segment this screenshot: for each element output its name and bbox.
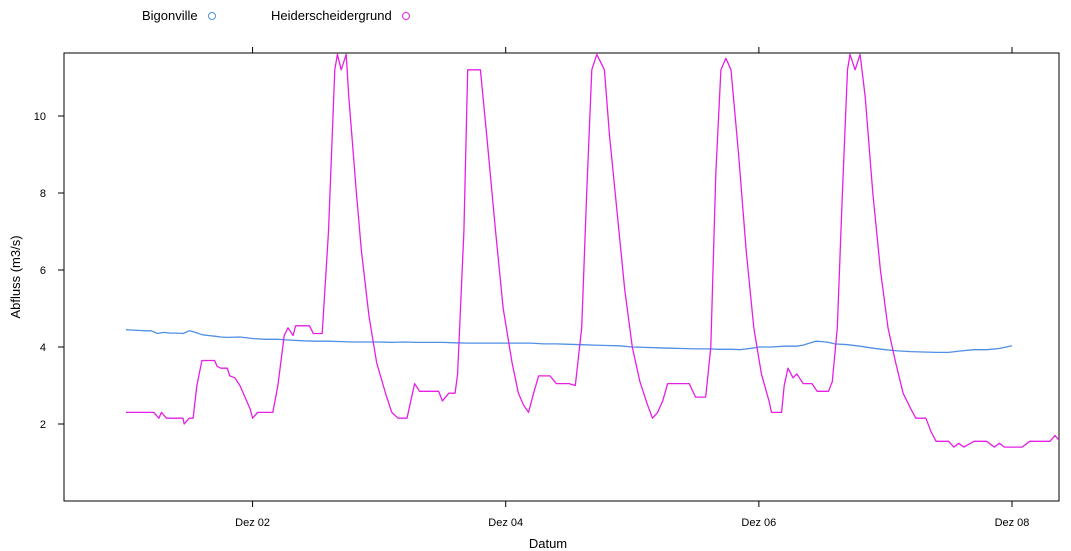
x-tick-label: Dez 02 <box>235 517 270 529</box>
series-line-bigonville <box>126 330 1012 353</box>
y-tick-label: 8 <box>40 188 46 200</box>
y-tick-label: 2 <box>40 419 46 431</box>
y-tick-label: 6 <box>40 265 46 277</box>
series-lines <box>126 54 1071 447</box>
x-axis-label: Datum <box>529 536 567 551</box>
x-tick-label: Dez 08 <box>995 517 1030 529</box>
y-tick-label: 4 <box>40 342 46 354</box>
y-axis: 2 4 6 8 10 <box>34 111 64 431</box>
x-tick-label: Dez 04 <box>488 517 523 529</box>
y-axis-label: Abfluss (m3/s) <box>8 235 23 318</box>
series-line-heiderscheidergrund <box>126 54 1071 447</box>
plot-frame <box>64 53 1059 501</box>
y-tick-label: 10 <box>34 111 46 123</box>
x-tick-label: Dez 06 <box>741 517 776 529</box>
x-axis: Dez 02 Dez 04 Dez 06 Dez 08 <box>235 47 1029 529</box>
